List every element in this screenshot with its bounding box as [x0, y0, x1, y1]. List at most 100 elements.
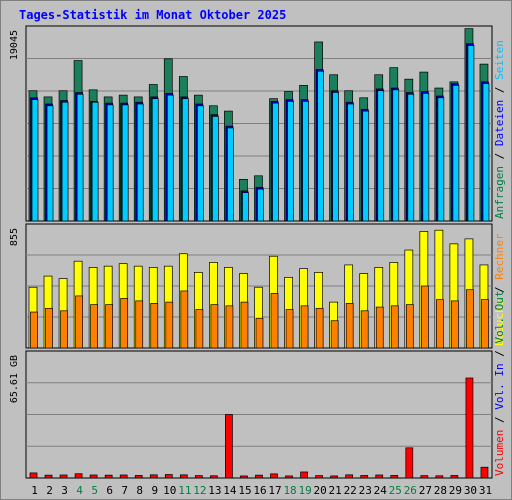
bar-rechner-7 [120, 298, 129, 349]
bar-volumen-9 [149, 474, 158, 479]
bar-rechner-31 [481, 299, 489, 349]
x-tick-label-17: 17 [268, 484, 281, 497]
bar-rechner-24 [375, 306, 384, 349]
bar-seiten-7 [121, 104, 129, 222]
bar-seiten-19 [302, 100, 309, 222]
legend-part: / [493, 410, 506, 430]
bar-rechner-23 [360, 310, 369, 349]
x-axis-labels: 1 2 3 4 5 6 7 8 9 10 11 12 13 14 15 16 17 18 19 20 21 22 23 24 2… [31, 484, 492, 497]
bar-volumen-21 [330, 475, 338, 479]
x-tick-label-11: 11 [178, 484, 191, 497]
bar-rechner-13 [210, 304, 219, 349]
bar-seiten-6 [106, 104, 114, 222]
bar-seiten-17 [272, 102, 279, 222]
bar-seiten-1 [31, 99, 39, 222]
x-tick-label-4: 4 [76, 484, 83, 497]
panel-top: 19045 Anfragen / Dateien / Seiten [9, 25, 506, 222]
bar-seiten-8 [136, 103, 144, 222]
bar-rechner-28 [436, 299, 444, 349]
legend-part: Vol. In [493, 363, 506, 409]
right-legend-bot: Volumen / Vol. In / Vol. Out [493, 291, 506, 476]
bar-rechner-9 [150, 303, 159, 349]
bar-seiten-27 [422, 93, 430, 222]
x-tick-label-14: 14 [223, 484, 237, 497]
bar-volumen-3 [59, 474, 68, 479]
bar-volumen-14 [225, 414, 233, 479]
bar-rechner-8 [135, 300, 144, 349]
x-tick-label-5: 5 [91, 484, 98, 497]
bar-rechner-16 [255, 317, 264, 349]
bar-rechner-17 [270, 293, 279, 349]
bar-volumen-28 [435, 475, 444, 479]
x-tick-label-22: 22 [344, 484, 357, 497]
bar-volumen-20 [315, 475, 323, 479]
bar-volumen-16 [255, 474, 263, 479]
bar-seiten-15 [242, 192, 249, 222]
x-tick-label-9: 9 [151, 484, 158, 497]
x-tick-label-28: 28 [434, 484, 447, 497]
x-tick-label-20: 20 [314, 484, 327, 497]
legend-part: Besuche [493, 300, 506, 346]
chart-title: Tages-Statistik im Monat Oktober 2025 [19, 8, 286, 22]
bar-seiten-28 [437, 97, 445, 222]
bar-volumen-29 [450, 475, 459, 479]
bar-volumen-2 [44, 474, 53, 479]
chart-panels: 19045 Anfragen / Dateien / Seiten 855 Besuc… [9, 25, 506, 479]
bar-volumen-10 [164, 474, 173, 479]
bar-rechner-26 [405, 304, 414, 349]
x-tick-label-3: 3 [61, 484, 68, 497]
bar-rechner-30 [466, 289, 474, 349]
bar-rechner-15 [240, 301, 249, 349]
y-max-label-bot: 65.61 GB [9, 355, 20, 403]
legend-part: / [493, 280, 506, 300]
bar-seiten-13 [212, 116, 219, 222]
bar-rechner-14 [225, 305, 234, 349]
bar-volumen-11 [179, 474, 188, 479]
bar-volumen-23 [360, 475, 369, 479]
x-tick-label-8: 8 [136, 484, 143, 497]
legend-part: Vol. Out [493, 291, 506, 344]
legend-part: / [493, 80, 506, 100]
bar-volumen-6 [104, 474, 113, 479]
bar-seiten-5 [91, 101, 99, 222]
x-tick-label-12: 12 [193, 484, 206, 497]
bar-seiten-24 [377, 90, 385, 222]
bar-volumen-18 [285, 475, 293, 479]
bar-seiten-18 [287, 100, 294, 222]
bar-volumen-7 [119, 474, 128, 479]
x-tick-label-19: 19 [298, 484, 311, 497]
bar-seiten-10 [166, 94, 174, 222]
bar-seiten-3 [61, 101, 69, 222]
bar-volumen-1 [29, 472, 38, 479]
bar-seiten-2 [46, 105, 54, 222]
bar-rechner-25 [390, 305, 399, 349]
bar-rechner-12 [195, 309, 204, 349]
x-tick-label-30: 30 [464, 484, 477, 497]
bar-rechner-2 [45, 307, 53, 349]
bar-seiten-23 [362, 110, 370, 222]
bar-seiten-4 [76, 93, 84, 222]
legend-part: Volumen [493, 430, 506, 476]
x-tick-label-15: 15 [238, 484, 251, 497]
bar-rechner-21 [330, 320, 339, 349]
bar-seiten-30 [467, 45, 475, 222]
x-tick-label-13: 13 [208, 484, 221, 497]
bar-seiten-25 [392, 89, 400, 222]
bar-seiten-31 [482, 83, 490, 222]
bar-seiten-22 [347, 103, 355, 222]
bar-seiten-21 [332, 92, 339, 222]
bar-seiten-20 [317, 70, 324, 222]
x-tick-label-27: 27 [419, 484, 432, 497]
bar-volumen-12 [195, 475, 203, 479]
bar-rechner-5 [90, 304, 98, 349]
x-tick-label-25: 25 [389, 484, 402, 497]
panel-mid: 855 Besuche / Rechner [9, 223, 506, 349]
x-tick-label-10: 10 [163, 484, 176, 497]
bar-volumen-5 [89, 474, 98, 479]
legend-part: / [493, 344, 506, 364]
bar-volumen-31 [480, 466, 489, 479]
bar-seiten-29 [452, 85, 460, 222]
x-tick-label-6: 6 [106, 484, 113, 497]
bar-rechner-18 [285, 309, 294, 349]
